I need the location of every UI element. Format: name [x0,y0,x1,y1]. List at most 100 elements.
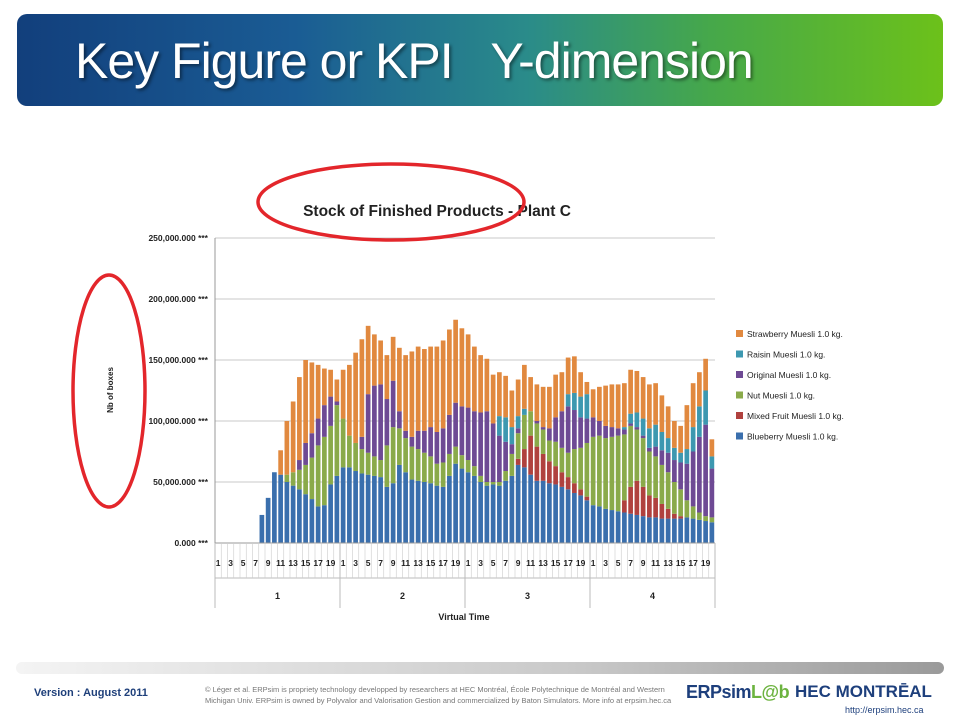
bar-segment [453,446,458,464]
bar-segment [515,416,521,429]
bar-segment [590,436,596,506]
bar-segment [465,472,471,543]
bar-segment [553,417,558,442]
bar-segment [503,441,508,472]
bar-segment [284,482,290,543]
bar-segment [415,346,421,431]
x-tick-label: 5 [491,558,496,568]
bar-segment [509,427,515,445]
bar-segment [472,411,477,467]
x-tick-label: 13 [538,558,548,568]
bar-segment [315,364,321,419]
legend-swatch [736,371,743,378]
bar-segment [409,479,415,543]
bar-segment [365,452,371,475]
bar-segment [553,484,558,543]
bar-segment [522,449,527,468]
legend-swatch [736,350,743,358]
bar-segment [303,464,308,495]
bar-segment [490,374,496,424]
x-tick-label: 11 [651,558,660,568]
bar-segment [609,427,615,437]
bar-segment [665,508,671,519]
bar-segment [390,380,396,428]
bar-segment [684,449,690,464]
y-tick-label: 0.000 *** [174,538,208,548]
bar-segment [503,471,508,481]
bar-segment [397,411,402,429]
bar-segment [697,406,702,437]
bar-segment [447,329,452,415]
bar-segment [709,517,715,523]
bar-segment [603,508,608,543]
bar-segment [553,374,558,418]
bar-segment [584,418,590,443]
bar-segment [678,489,683,517]
bar-segment [353,442,358,472]
bar-segment [609,510,615,543]
bar-segment [503,480,508,543]
x-tick-label: 11 [526,558,535,568]
bar-segment [515,433,521,459]
bar-segment [628,425,633,487]
x-group-label: 4 [650,591,655,601]
bar-segment [478,355,483,413]
x-tick-label: 7 [628,558,633,568]
legend-label: Original Muesli 1.0 kg. [747,370,831,380]
bar-segment [509,444,515,454]
bar-segment [684,405,690,450]
bar-segment [709,456,715,469]
x-tick-label: 13 [663,558,673,568]
bar-segment [640,486,646,517]
bar-segment [328,369,333,397]
footer-bar [16,662,944,674]
bar-segment [659,431,665,451]
bar-segment [690,427,696,452]
x-tick-label: 3 [603,558,608,568]
erpsim-logo: ERPsimL@b [686,682,790,703]
bar-segment [384,486,390,543]
bar-segment [622,434,627,501]
bar-segment [590,417,596,437]
bar-segment [672,447,677,461]
x-tick-label: 13 [413,558,423,568]
bar-segment [628,486,633,514]
bar-segment [334,401,340,406]
bar-segment [565,452,571,478]
bar-segment [365,325,371,395]
bar-segment [522,364,527,409]
bar-segment [528,435,533,475]
bar-segment [678,518,683,543]
legend-swatch [736,330,743,337]
bar-segment [334,405,340,476]
bar-segment [653,424,658,447]
bar-segment [690,518,696,543]
bar-segment [434,431,440,464]
bar-segment [459,468,465,543]
bar-segment [434,346,440,432]
bar-segment [553,441,558,467]
bar-segment [322,436,327,506]
bar-segment [447,475,452,543]
x-tick-label: 7 [503,558,508,568]
bar-segment [578,396,583,418]
bar-segment [434,463,440,486]
bar-segment [572,483,577,493]
bar-segment [334,379,340,402]
bar-segment [628,369,633,414]
bar-segment [440,428,446,463]
bar-segment [534,423,540,447]
bar-segment [265,497,271,543]
bar-segment [634,370,640,413]
bar-segment [559,447,565,473]
bar-segment [640,438,646,487]
bar-segment [515,458,521,465]
bar-segment [597,421,602,436]
bar-segment [534,421,540,424]
x-group-label: 1 [275,591,280,601]
bar-segment [653,383,658,425]
x-tick-label: 9 [516,558,521,568]
bar-segment [615,435,621,512]
legend-label: Nut Muesli 1.0 kg. [747,391,815,401]
bar-segment [640,435,646,439]
